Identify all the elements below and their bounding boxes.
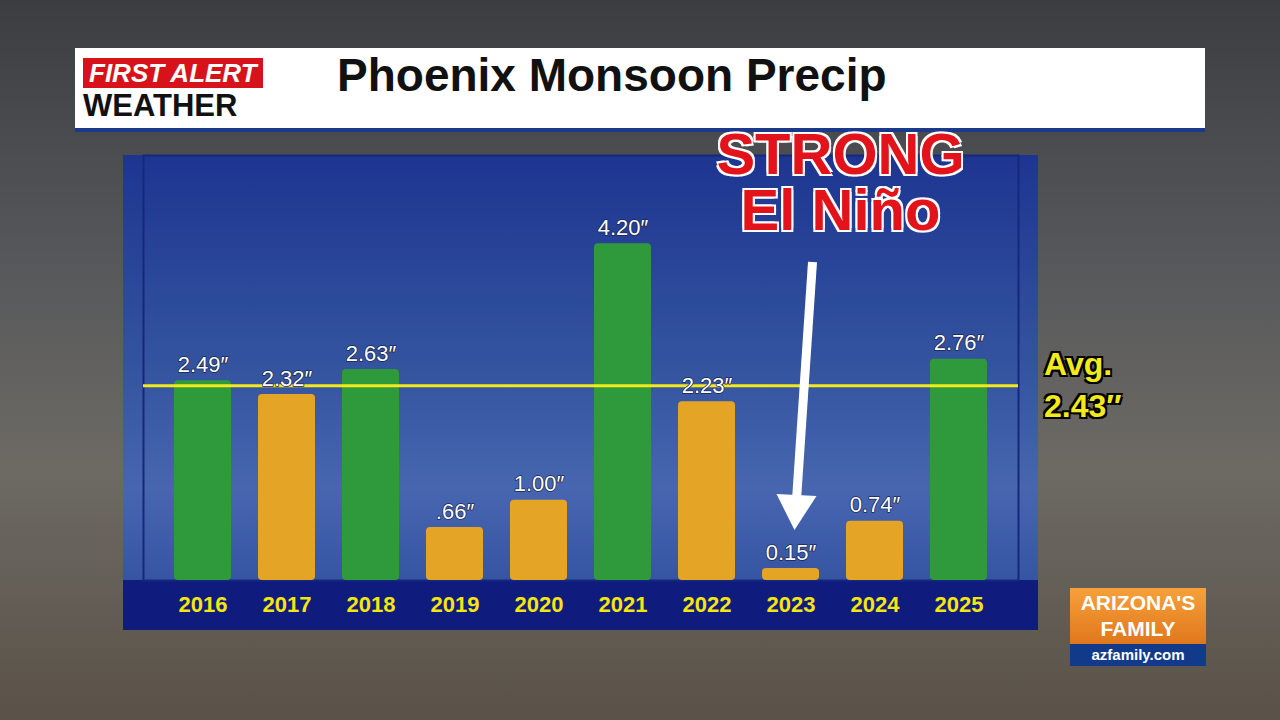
svg-text:2022: 2022	[683, 592, 732, 617]
svg-text:2017: 2017	[263, 592, 312, 617]
svg-text:4.20″: 4.20″	[598, 215, 649, 240]
svg-text:2016: 2016	[179, 592, 228, 617]
svg-text:2.63″: 2.63″	[346, 341, 397, 366]
svg-text:1.00″: 1.00″	[514, 471, 565, 496]
html-text:Phoenix Monsoon Precip: Phoenix Monsoon Precip	[337, 49, 887, 101]
svg-text:2.23″: 2.23″	[682, 373, 733, 398]
html-text:El Niño: El Niño	[740, 177, 941, 242]
html-text:ARIZONA'S: ARIZONA'S	[1080, 591, 1196, 614]
html-text:2.43″: 2.43″	[1044, 388, 1122, 425]
svg-text:0.74″: 0.74″	[850, 492, 901, 517]
svg-text:2024: 2024	[851, 592, 901, 617]
html-text:FAMILY: FAMILY	[1100, 617, 1176, 640]
html-text:azfamily.com: azfamily.com	[1091, 646, 1185, 663]
svg-text:2023: 2023	[767, 592, 816, 617]
svg-text:2025: 2025	[935, 592, 984, 617]
svg-text:2019: 2019	[431, 592, 480, 617]
svg-text:0.15″: 0.15″	[766, 540, 817, 565]
html-text:STRONG: STRONG	[716, 121, 965, 186]
svg-text:2020: 2020	[515, 592, 564, 617]
html-text:WEATHER: WEATHER	[83, 88, 238, 123]
svg-text:2.32″: 2.32″	[262, 366, 313, 391]
svg-text:.66″: .66″	[436, 499, 475, 524]
svg-text:2.76″: 2.76″	[934, 330, 985, 355]
svg-text:2.49″: 2.49″	[178, 352, 229, 377]
html-text:FIRST ALERT: FIRST ALERT	[89, 58, 257, 88]
html-text:Avg.: Avg.	[1044, 346, 1113, 383]
svg-text:2021: 2021	[599, 592, 648, 617]
svg-text:2018: 2018	[347, 592, 396, 617]
